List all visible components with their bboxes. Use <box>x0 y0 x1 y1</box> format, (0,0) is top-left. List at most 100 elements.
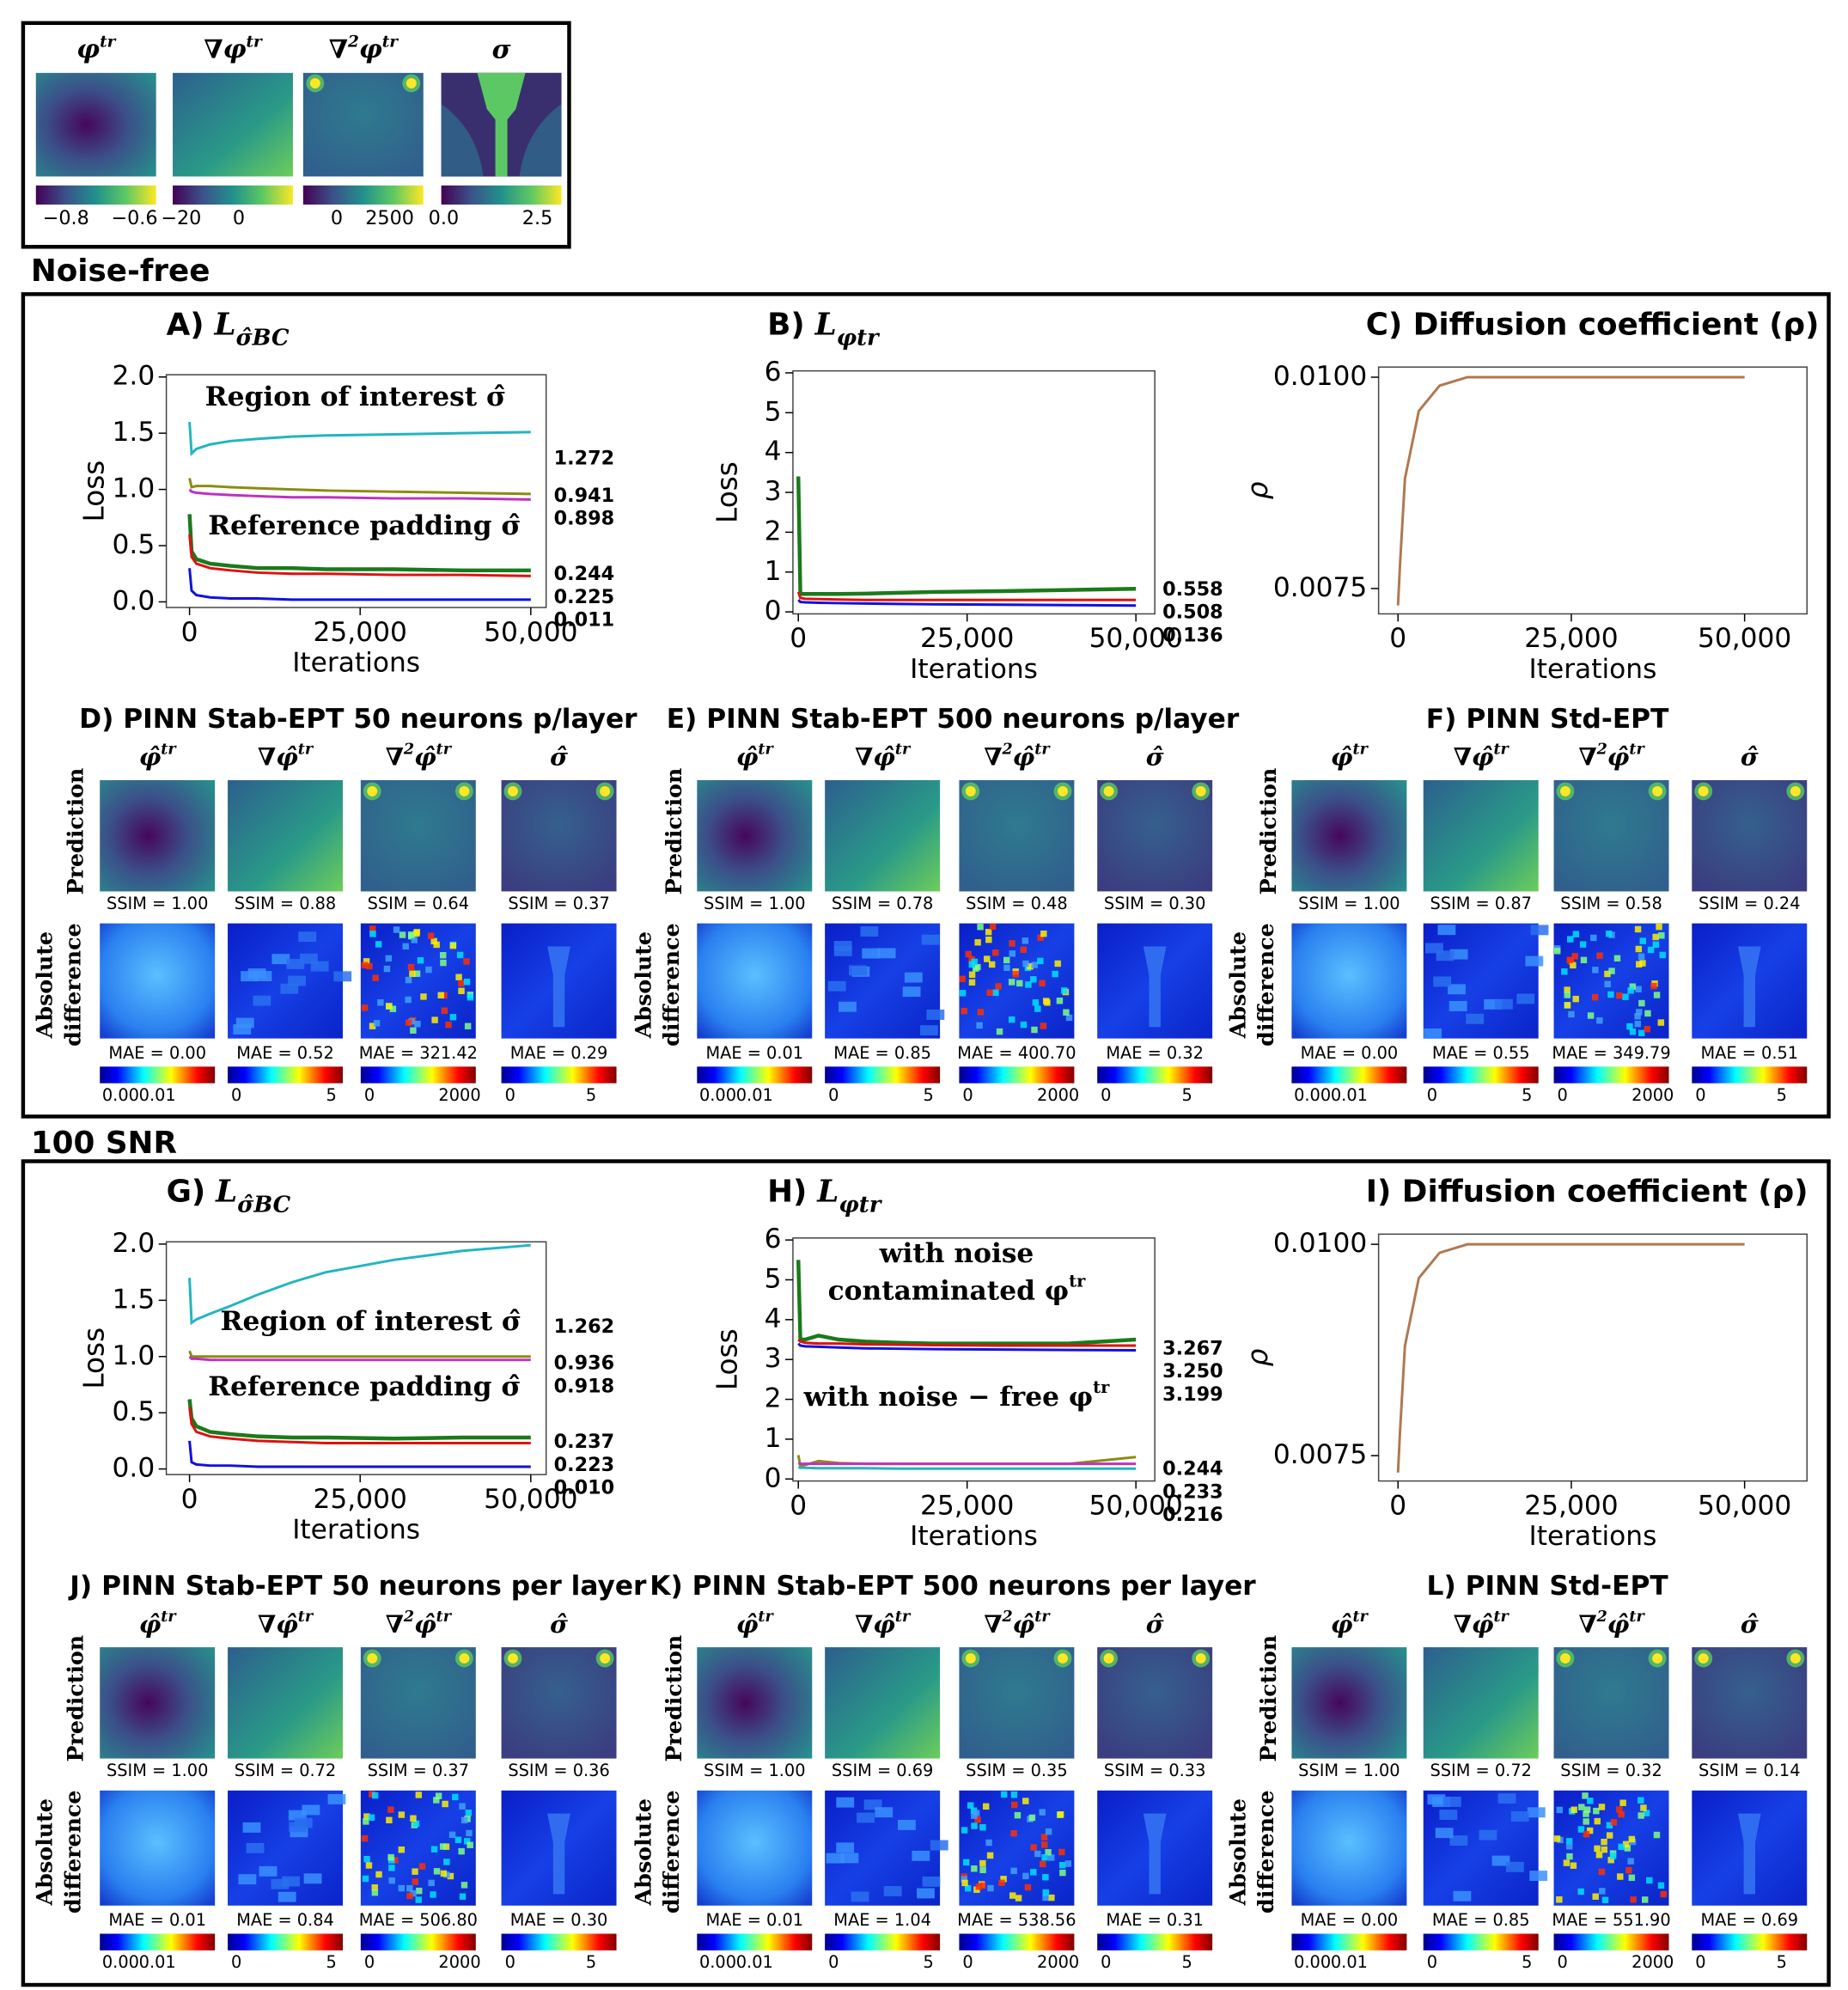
legend-title: σ <box>492 35 511 65</box>
colorbar <box>35 185 156 205</box>
image-spot <box>459 1653 470 1664</box>
image-panel <box>1291 1647 1407 1759</box>
image-speck <box>1627 1858 1634 1865</box>
image-bg <box>825 779 941 892</box>
text-part: tr <box>895 741 912 758</box>
mae-label: MAE = 538.56 <box>957 1910 1076 1930</box>
image-speck <box>1634 1020 1641 1028</box>
row-label: Prediction <box>661 1635 686 1762</box>
image-speck <box>1553 948 1561 955</box>
image-panel <box>228 1790 346 1906</box>
image-speck <box>1596 952 1603 959</box>
text-part: φ̂ <box>1013 1608 1035 1638</box>
end-label: 0.508 <box>1162 601 1223 624</box>
text-part: Reference padding σ̂ <box>208 1370 521 1401</box>
text-part: 2 <box>1596 1608 1607 1625</box>
image-panel <box>959 923 1075 1039</box>
image-speck <box>420 993 427 1000</box>
image-shape <box>1143 946 1167 1028</box>
colorbar-tick-label: 2000 <box>1037 1952 1079 1972</box>
image-speck <box>1639 960 1646 967</box>
image-speck <box>1634 925 1642 933</box>
image-speck <box>441 992 448 999</box>
y-tick-label: 0 <box>765 595 782 626</box>
image-speck <box>1057 1811 1064 1818</box>
colorbar <box>959 1933 1075 1950</box>
image-speck <box>1041 1853 1048 1861</box>
image-speck <box>1056 998 1064 1004</box>
mae-label: MAE = 551.90 <box>1552 1910 1670 1930</box>
image-speck <box>1566 956 1573 963</box>
image-speck <box>1034 1850 1041 1858</box>
text-part: tr <box>758 1608 774 1625</box>
text-part: 2 <box>1002 741 1013 758</box>
image-speck <box>286 958 305 969</box>
image-speck <box>361 961 369 969</box>
row-label: Absolute <box>1224 1798 1250 1906</box>
image-speck <box>1505 1861 1524 1872</box>
image-speck <box>300 953 318 964</box>
mae-label: MAE = 0.85 <box>833 1043 931 1063</box>
series-line <box>188 421 531 456</box>
image-bg <box>1423 1647 1539 1759</box>
image-speck <box>851 1891 869 1902</box>
image-speck <box>1618 1843 1625 1851</box>
end-label: 0.558 <box>1162 578 1223 601</box>
image-speck <box>369 925 376 932</box>
colorbar-tick-label: 0 <box>962 1085 973 1105</box>
section-heading: 100 SNR <box>31 1126 177 1161</box>
image-speck <box>961 1007 967 1015</box>
image-speck <box>1641 1896 1649 1903</box>
image-panel <box>501 923 617 1039</box>
image-speck <box>411 937 418 943</box>
image-speck <box>456 951 464 959</box>
end-label: 3.199 <box>1162 1383 1223 1406</box>
chart-title: B) Lφtr <box>767 306 881 351</box>
image-spot <box>1559 1653 1570 1664</box>
y-axis-label: Loss <box>711 1328 744 1390</box>
colorbar-tick-label: 0.00 <box>102 1952 139 1972</box>
image-bg <box>1553 923 1669 1039</box>
series-line <box>188 478 531 496</box>
text-part: ∇φ̂ <box>855 742 895 771</box>
annotation: Reference padding σ̂ <box>208 1370 521 1401</box>
colorbar <box>1553 1066 1669 1084</box>
colorbar-tick-label: 0 <box>1558 1085 1568 1105</box>
colorbar-tick-label: 2000 <box>438 1085 480 1105</box>
image-speck <box>1583 1810 1589 1817</box>
colorbar-tick-label: 0.01 <box>139 1952 176 1972</box>
text-part: L <box>814 306 837 342</box>
colorbar <box>1423 1933 1539 1950</box>
x-tick-label: 0 <box>181 1484 198 1515</box>
y-tick-label: 2 <box>765 516 782 546</box>
image-speck <box>1449 1835 1468 1847</box>
image-speck <box>1598 1868 1606 1876</box>
ssim-label: SSIM = 0.78 <box>832 894 933 913</box>
ssim-label: SSIM = 0.72 <box>235 1761 336 1780</box>
end-label: 0.898 <box>554 508 615 530</box>
image-speck <box>1436 950 1455 961</box>
image-speck <box>974 963 981 971</box>
image-speck <box>466 1829 473 1837</box>
image-speck <box>1593 1807 1600 1815</box>
image-speck <box>1601 1896 1609 1904</box>
image-speck <box>1028 1814 1036 1822</box>
row-label: difference <box>1253 923 1278 1046</box>
x-axis-label: Iterations <box>910 1521 1038 1552</box>
text-part: φ̂ <box>1607 1608 1630 1638</box>
image-speck <box>233 1024 252 1035</box>
image-speck <box>1020 946 1028 954</box>
group-title: E) PINN Stab-EPT 500 neurons p/layer <box>667 704 1240 735</box>
x-tick-label: 50,000 <box>1089 1490 1182 1521</box>
image-panel <box>825 779 941 892</box>
text-part: 2 <box>403 741 414 758</box>
image-speck <box>1636 1009 1643 1016</box>
colorbar <box>825 1066 941 1084</box>
y-tick-label: 0.0100 <box>1273 1228 1367 1259</box>
image-spot <box>1103 785 1114 797</box>
image-spot <box>1790 1653 1801 1664</box>
image-panel <box>1423 1790 1548 1906</box>
image-speck <box>973 1810 980 1816</box>
image-speck <box>1580 956 1588 964</box>
ssim-label: SSIM = 0.72 <box>1430 1761 1531 1780</box>
